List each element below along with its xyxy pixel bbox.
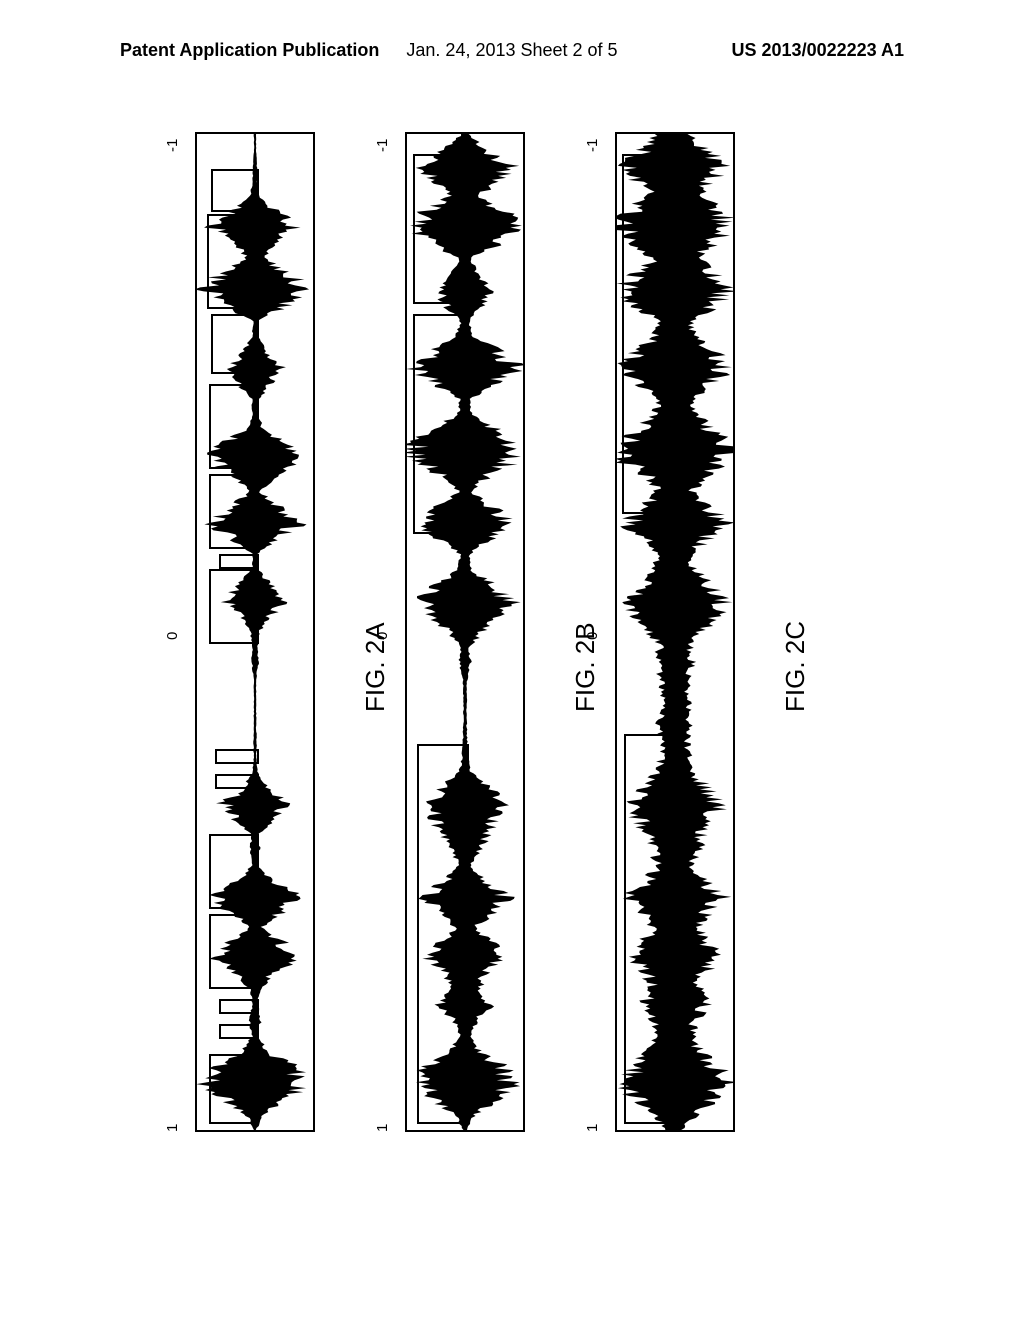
segment-box-C-0 [624, 734, 679, 1124]
ytick-c-1: 1 [584, 1124, 601, 1132]
segment-box-A-3 [209, 914, 259, 989]
segment-box-A-10 [209, 384, 259, 469]
segment-box-A-2 [219, 999, 260, 1014]
segment-box-B-2 [413, 154, 469, 304]
segment-box-B-1 [413, 314, 469, 534]
ytick-a-1: 1 [164, 1124, 181, 1132]
ytick-b-0: 0 [374, 632, 391, 640]
panel-fig-2b: 1 0 -1 FIG. 2B [370, 132, 540, 1162]
segment-box-A-0 [209, 1054, 259, 1124]
panel-fig-2c: 1 0 -1 FIG. 2C [580, 132, 750, 1162]
ytick-a-0: 0 [164, 632, 181, 640]
segment-box-A-6 [215, 749, 259, 764]
fig-label-c: FIG. 2C [780, 621, 811, 712]
segment-box-A-7 [209, 569, 259, 644]
ytick-b--1: -1 [374, 139, 391, 152]
ytick-b-1: 1 [374, 1124, 391, 1132]
segment-box-A-1 [219, 1024, 260, 1039]
plot-box-b [405, 132, 525, 1132]
segment-box-A-13 [211, 169, 259, 212]
ytick-c-0: 0 [584, 632, 601, 640]
ytick-a--1: -1 [164, 139, 181, 152]
plot-box-c [615, 132, 735, 1132]
segment-box-A-4 [209, 834, 259, 909]
segment-box-C-1 [622, 154, 680, 514]
ytick-c--1: -1 [584, 139, 601, 152]
segment-box-A-9 [209, 474, 259, 549]
segment-box-A-12 [207, 214, 260, 309]
segment-box-A-8 [219, 554, 260, 569]
segment-box-A-11 [211, 314, 259, 374]
page-header: Patent Application Publication Jan. 24, … [0, 0, 1024, 100]
segment-box-B-0 [417, 744, 470, 1124]
plot-box-a [195, 132, 315, 1132]
figure-area: 1 0 -1 FIG. 2A 1 0 -1 FIG. 2B 1 0 -1 FIG… [160, 132, 760, 1162]
header-center: Jan. 24, 2013 Sheet 2 of 5 [381, 40, 642, 61]
header-left: Patent Application Publication [120, 40, 381, 61]
segment-box-A-5 [215, 774, 259, 789]
panel-fig-2a: 1 0 -1 FIG. 2A [160, 132, 330, 1162]
header-right: US 2013/0022223 A1 [643, 40, 904, 61]
